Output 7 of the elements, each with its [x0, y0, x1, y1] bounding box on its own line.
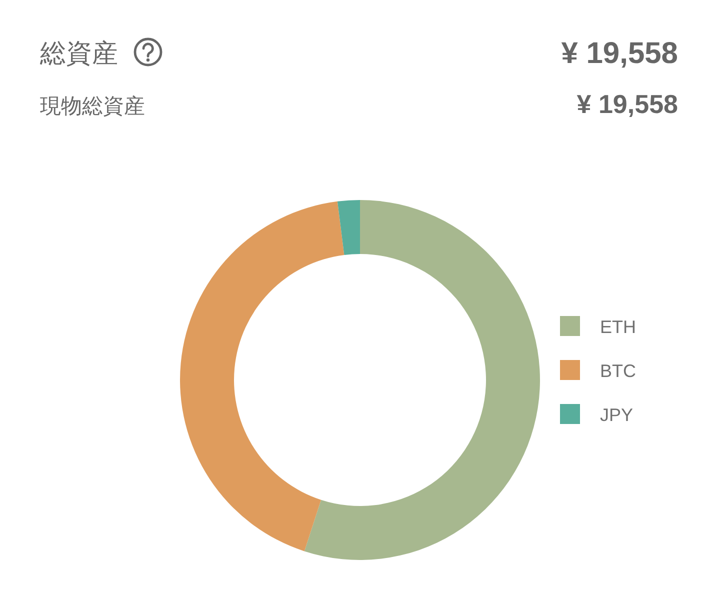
legend-label: ETH: [600, 317, 636, 337]
text: ¥ 19,558: [561, 37, 678, 70]
legend-label: BTC: [600, 361, 636, 381]
text: ¥ 19,558: [576, 89, 678, 119]
legend-label: JPY: [600, 405, 634, 425]
chart-subtitle: 現物総資産: [40, 95, 145, 118]
chart-title: 総資産: [39, 38, 118, 68]
